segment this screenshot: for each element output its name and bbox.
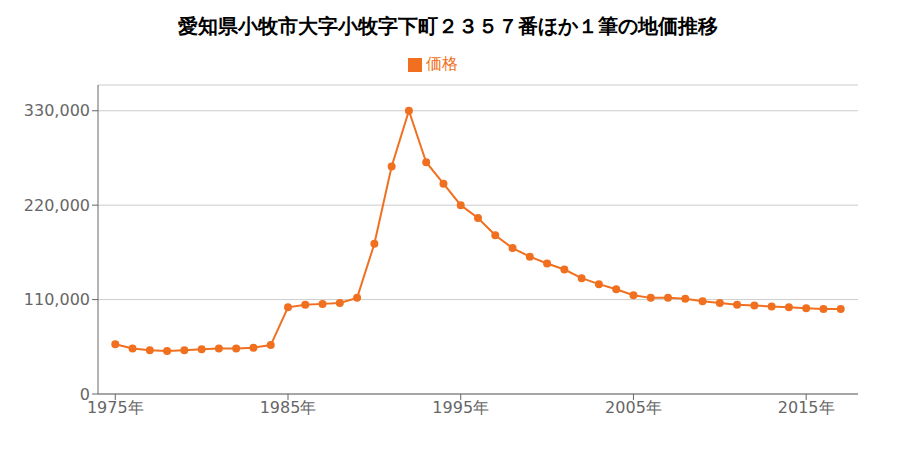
html-text:愛知県小牧市大字小牧字下町２３５７番ほか１筆の地価推移: 愛知県小牧市大字小牧字下町２３５７番ほか１筆の地価推移: [178, 14, 718, 38]
svg-text:110,000: 110,000: [24, 290, 90, 309]
svg-text:1985年: 1985年: [260, 398, 317, 417]
svg-text:1995年: 1995年: [432, 398, 489, 417]
svg-text:2005年: 2005年: [605, 398, 662, 417]
svg-text:1975年: 1975年: [87, 398, 144, 417]
html-text:価格: 価格: [426, 54, 458, 73]
svg-text:0: 0: [80, 385, 90, 404]
svg-text:2015年: 2015年: [778, 398, 835, 417]
svg-text:220,000: 220,000: [24, 196, 90, 215]
svg-text:330,000: 330,000: [24, 101, 90, 120]
